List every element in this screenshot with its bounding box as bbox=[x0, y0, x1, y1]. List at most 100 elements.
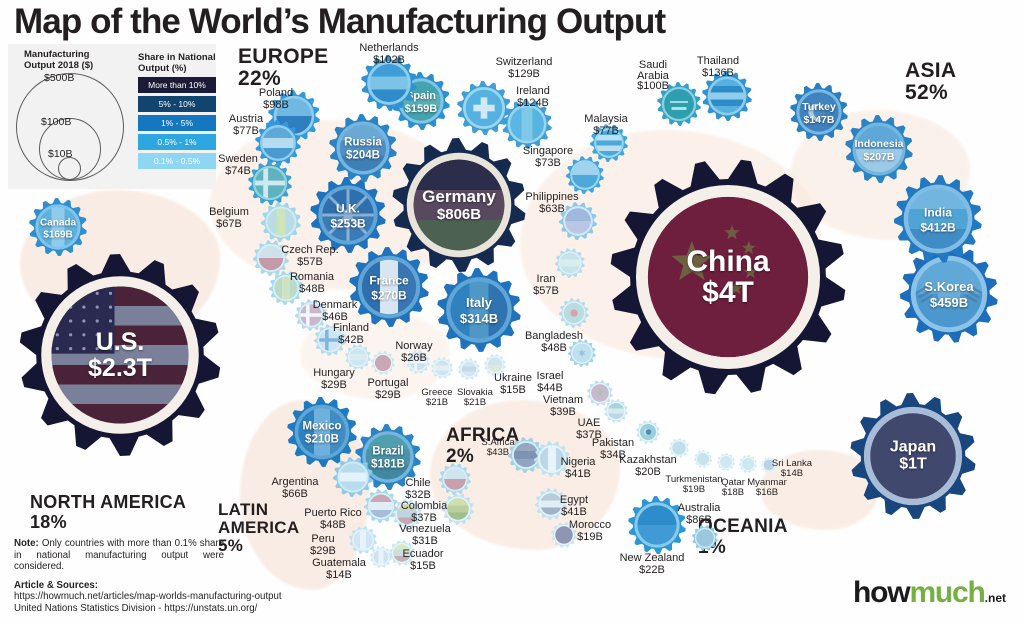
gear-saudi[interactable] bbox=[653, 78, 705, 130]
gear-iran[interactable] bbox=[551, 244, 589, 282]
gear-chile[interactable] bbox=[435, 459, 475, 499]
gear-safrica-shape bbox=[508, 437, 544, 473]
gear-ireland[interactable] bbox=[498, 95, 556, 153]
gear-japan-shape bbox=[850, 393, 976, 519]
gear-egypt-shape bbox=[535, 488, 567, 520]
gear-thailand[interactable] bbox=[698, 67, 756, 125]
label-iran: Iran $57B bbox=[533, 273, 559, 297]
gear-nigeria[interactable] bbox=[530, 437, 574, 481]
gear-philippines[interactable] bbox=[555, 198, 601, 244]
label-peru: Peru $29B bbox=[310, 533, 336, 557]
gear-guatemala[interactable] bbox=[366, 542, 396, 572]
label-new-zealand: New Zealand $22B bbox=[619, 552, 685, 576]
gear-sweden-shape bbox=[248, 161, 292, 205]
logo-much: much bbox=[909, 576, 985, 609]
gear-myanmar-shape bbox=[739, 455, 757, 473]
label-turkmenistan: Turkmenistan $19B bbox=[665, 474, 723, 495]
gear-france-shape bbox=[349, 247, 429, 327]
legend-share-title: Share in National Output (%) bbox=[138, 52, 216, 74]
gear-argentina[interactable] bbox=[329, 453, 377, 501]
label-morocco: Morocco $19B bbox=[568, 519, 612, 543]
gear-us[interactable]: U.S. $2.3T bbox=[15, 250, 225, 460]
gear-mexico[interactable]: Mexico $210B bbox=[283, 393, 361, 471]
source-un-url[interactable]: United Nations Statistics Division - htt… bbox=[14, 602, 258, 614]
gear-qatar[interactable] bbox=[713, 449, 739, 475]
label-belgium: Belgium $67B bbox=[209, 206, 249, 230]
gear-turkey-shape bbox=[790, 83, 848, 141]
gear-qatar-shape bbox=[717, 453, 735, 471]
gear-finland-shape bbox=[314, 324, 346, 356]
label-sweden: Sweden $74B bbox=[218, 153, 258, 177]
gear-venezuela[interactable] bbox=[388, 495, 426, 533]
gear-france[interactable]: France $270B bbox=[345, 243, 433, 331]
label-slovakia: Slovakia $21B bbox=[457, 387, 493, 408]
continent-europe-name: EUROPE bbox=[238, 45, 329, 68]
gear-italy-shape bbox=[437, 268, 521, 352]
gear-kazakhstan[interactable] bbox=[665, 434, 693, 462]
gear-finland[interactable] bbox=[310, 320, 350, 360]
gear-hungary[interactable] bbox=[341, 340, 375, 374]
continent-africa: AFRICA 2% bbox=[446, 425, 520, 467]
gear-sweden[interactable] bbox=[244, 157, 296, 209]
gear-malaysia[interactable] bbox=[586, 120, 632, 166]
gear-turkmenistan[interactable] bbox=[690, 446, 716, 472]
gear-ukraine[interactable] bbox=[480, 350, 510, 380]
label-portugal: Portugal $29B bbox=[367, 377, 409, 401]
gear-ecuador[interactable] bbox=[385, 536, 419, 570]
gear-venezuela-shape bbox=[392, 499, 422, 529]
gear-czech[interactable] bbox=[249, 236, 293, 280]
gear-belgium[interactable] bbox=[257, 198, 305, 246]
gear-peru[interactable] bbox=[345, 522, 381, 558]
gear-greece[interactable] bbox=[427, 353, 457, 383]
gear-israel[interactable] bbox=[564, 335, 600, 371]
gear-romania[interactable] bbox=[265, 267, 307, 309]
gear-singapore[interactable] bbox=[562, 152, 608, 198]
source-article-url[interactable]: https://howmuch.net/articles/map-worlds-… bbox=[14, 591, 282, 602]
gear-myanmar[interactable] bbox=[735, 451, 761, 477]
label-chile: Chile $32B bbox=[405, 477, 431, 501]
gear-netherlands[interactable] bbox=[357, 51, 421, 115]
gear-italy[interactable]: Italy $314B bbox=[433, 264, 525, 356]
gear-indonesia-shape bbox=[845, 115, 913, 183]
gear-indonesia[interactable]: Indonesia $207B bbox=[841, 111, 917, 187]
gear-newzealand-shape bbox=[692, 525, 718, 551]
legend-swatch-1-5: 1% - 5% bbox=[138, 115, 216, 131]
gear-uae[interactable] bbox=[600, 395, 632, 427]
gear-egypt[interactable] bbox=[531, 484, 571, 524]
label-puerto-rico: Puerto Rico $48B bbox=[304, 507, 362, 531]
gear-newzealand[interactable] bbox=[688, 521, 722, 555]
gear-israel-shape bbox=[568, 339, 596, 367]
gear-austria[interactable] bbox=[251, 116, 305, 170]
sources-text: https://howmuch.net/articles/map-worlds-… bbox=[14, 591, 282, 614]
gear-puertorico[interactable] bbox=[360, 485, 402, 527]
gear-puertorico-shape bbox=[364, 489, 398, 523]
gear-bangladesh[interactable] bbox=[555, 294, 593, 332]
gear-portugal[interactable] bbox=[367, 347, 399, 379]
gear-slovakia[interactable] bbox=[454, 354, 484, 384]
gear-norway[interactable] bbox=[402, 346, 434, 378]
continent-asia: ASIA 52% bbox=[905, 60, 956, 104]
gear-morocco-shape bbox=[551, 522, 577, 548]
gear-switzerland[interactable] bbox=[453, 77, 515, 139]
gear-uk[interactable]: U.K. $253B bbox=[306, 173, 390, 257]
gear-japan[interactable]: Japan $1T bbox=[846, 389, 980, 523]
gear-colombia[interactable] bbox=[438, 489, 478, 529]
gear-pakistan[interactable] bbox=[632, 416, 664, 448]
gear-denmark[interactable] bbox=[291, 295, 331, 335]
gear-nigeria-shape bbox=[534, 441, 570, 477]
gear-turkey[interactable]: Turkey $147B bbox=[786, 79, 852, 145]
sources-heading: Article & Sources: bbox=[14, 580, 98, 591]
gear-brazil-shape bbox=[355, 424, 421, 490]
howmuch-logo[interactable]: howmuch.net bbox=[853, 576, 1006, 610]
label-pakistan: Pakistan $34B bbox=[591, 437, 635, 461]
gear-argentina-shape bbox=[333, 457, 373, 497]
gear-australia[interactable] bbox=[624, 492, 690, 558]
gear-thailand-shape bbox=[702, 71, 752, 121]
gear-vietnam[interactable] bbox=[583, 376, 617, 410]
gear-safrica[interactable] bbox=[504, 433, 548, 477]
gear-germany[interactable]: Germany $806B bbox=[388, 134, 530, 276]
gear-china[interactable]: China $4T bbox=[606, 155, 850, 399]
gear-morocco[interactable] bbox=[547, 518, 581, 552]
gear-srilanka[interactable] bbox=[757, 453, 781, 477]
gear-canada[interactable]: Canada $169B bbox=[25, 194, 91, 260]
